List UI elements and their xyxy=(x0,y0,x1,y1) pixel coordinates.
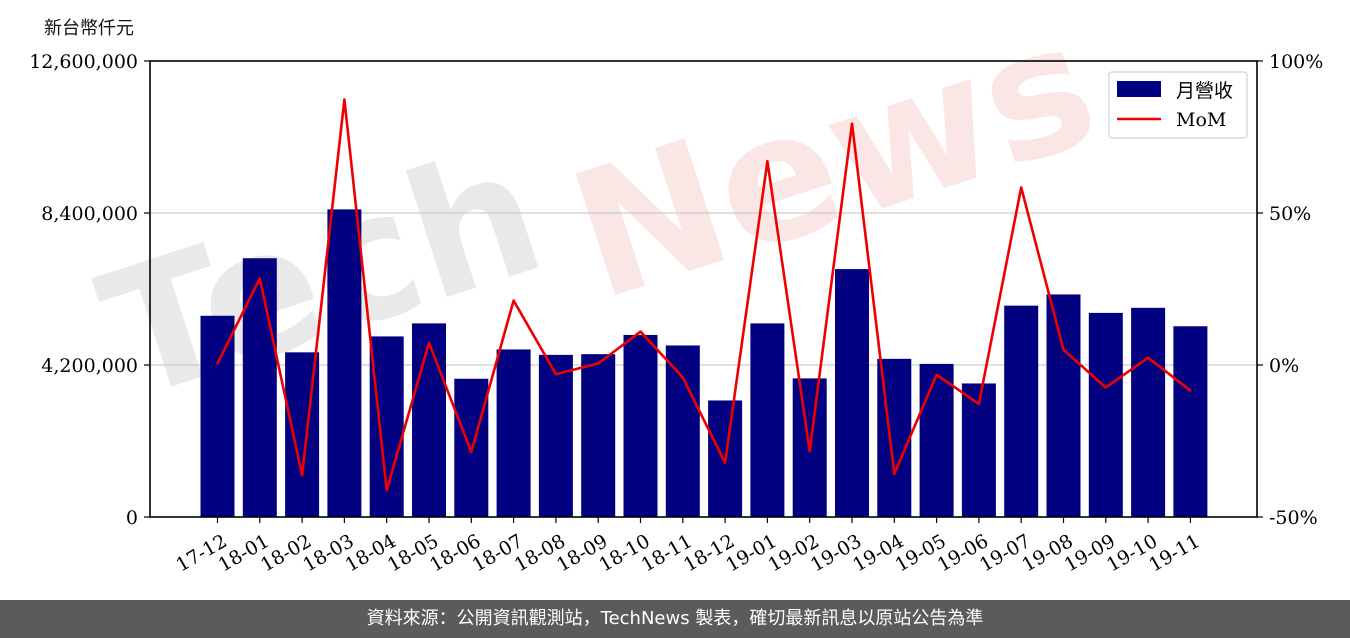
mom-line-series xyxy=(216,98,1192,492)
y-left-tick-label: 4,200,000 xyxy=(41,355,138,377)
bar-18-08 xyxy=(538,354,573,517)
y-left-tick-label: 12,600,000 xyxy=(29,51,138,73)
bar-17-12 xyxy=(200,315,235,517)
y-right-tick-label: 100% xyxy=(1269,51,1323,73)
mom-point-18-12 xyxy=(723,461,727,465)
mom-point-18-02 xyxy=(300,474,304,477)
mom-point-18-08 xyxy=(554,372,558,376)
mom-point-18-06 xyxy=(470,450,473,454)
mom-point-18-05 xyxy=(427,341,431,345)
bar-18-07 xyxy=(496,349,531,517)
bar-19-06 xyxy=(961,383,996,517)
y-left-tick-label: 8,400,000 xyxy=(41,203,138,225)
bar-18-03 xyxy=(327,209,362,517)
bar-18-11 xyxy=(665,345,700,517)
mom-point-18-11 xyxy=(681,376,684,379)
mom-point-18-09 xyxy=(597,362,600,365)
mom-point-17-12 xyxy=(216,362,219,365)
bar-18-05 xyxy=(412,323,446,517)
mom-point-19-09 xyxy=(1104,386,1108,389)
watermark-news-text: News xyxy=(550,0,1118,340)
mom-point-18-04 xyxy=(385,489,388,492)
footer-source-note: 資料來源：公開資訊觀測站，TechNews 製表，確切最新訊息以原站公告為準 xyxy=(0,600,1350,638)
mom-line xyxy=(216,98,1192,492)
mom-point-19-11 xyxy=(1189,389,1192,392)
bar-19-03 xyxy=(835,269,869,517)
bar-19-01 xyxy=(750,323,785,517)
legend-label-mom: MoM xyxy=(1176,109,1226,131)
bar-18-09 xyxy=(581,354,616,517)
bar-19-10 xyxy=(1131,307,1166,517)
legend: 月營收 MoM xyxy=(1108,71,1248,139)
legend-label-revenue: 月營收 xyxy=(1176,80,1233,102)
bar-19-09 xyxy=(1088,312,1123,517)
legend-swatch-bar xyxy=(1117,81,1161,97)
mom-point-19-08 xyxy=(1062,348,1065,351)
mom-point-19-03 xyxy=(850,122,854,125)
y-left-tick-label: 0 xyxy=(126,507,138,529)
bar-19-07 xyxy=(1004,305,1039,517)
bar-18-10 xyxy=(623,334,658,517)
mom-point-19-02 xyxy=(808,449,811,453)
mom-point-19-10 xyxy=(1146,356,1150,359)
mom-point-19-07 xyxy=(1020,186,1023,189)
revenue-chart: TechNews 0 4,200,000 8,400,000 12,600,000 -5… xyxy=(29,0,1323,576)
mom-point-18-01 xyxy=(258,277,261,280)
mom-point-19-06 xyxy=(977,402,981,406)
mom-point-18-03 xyxy=(343,98,346,101)
y-right-tick-label: -50% xyxy=(1269,507,1318,529)
y-right-tick-label: 50% xyxy=(1269,203,1311,225)
bar-18-01 xyxy=(242,258,277,517)
bar-19-05 xyxy=(919,363,954,517)
plot-frame xyxy=(149,60,1258,518)
y-right-tick-label: 0% xyxy=(1269,355,1299,377)
mom-point-19-01 xyxy=(766,160,769,163)
bar-series xyxy=(200,209,1208,517)
bar-19-08 xyxy=(1046,294,1081,517)
bar-19-11 xyxy=(1173,326,1208,517)
axes: 0 4,200,000 8,400,000 12,600,000 -50% 0% 50% 10… xyxy=(29,51,1323,576)
mom-point-19-05 xyxy=(935,373,938,376)
watermark-tech-text: Tech xyxy=(80,110,564,440)
y-axis-unit-label: 新台幣仟元 xyxy=(44,18,134,39)
mom-point-19-04 xyxy=(893,472,896,476)
mom-point-18-07 xyxy=(512,299,515,302)
mom-point-18-10 xyxy=(639,330,642,333)
